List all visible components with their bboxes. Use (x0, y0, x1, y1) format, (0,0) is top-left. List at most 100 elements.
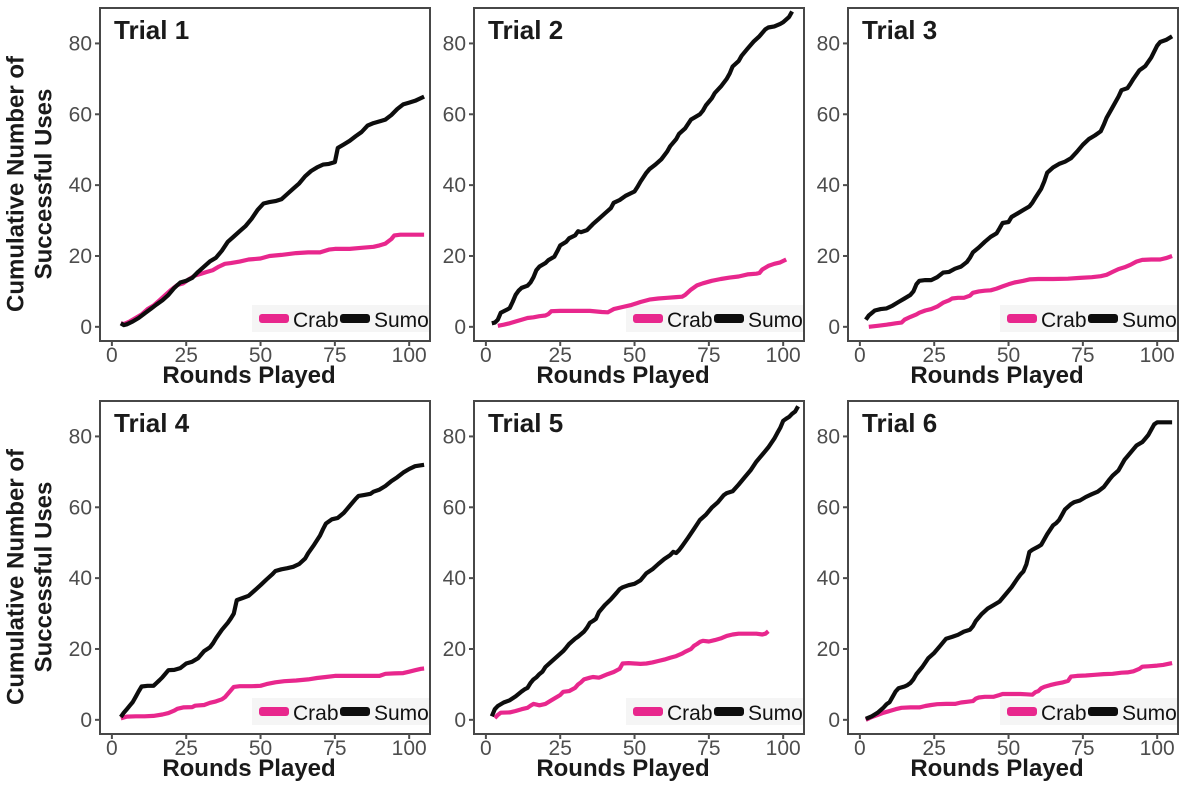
y-tick-label: 60 (817, 103, 840, 126)
x-axis-label: Rounds Played (162, 755, 336, 782)
sumo-line (489, 405, 800, 718)
legend-label-crab: Crab (1041, 309, 1087, 332)
chart-trial-5: 0 25 50 75 100 0 20 40 60 80 Crab Sumo Trial 5 (443, 400, 805, 758)
crab-line (493, 629, 770, 720)
y-tick-label: 0 (454, 709, 466, 732)
panel-border (473, 7, 805, 342)
y-tick-label: 20 (69, 245, 92, 268)
x-tick-label: 50 (997, 737, 1020, 758)
chart-cell-trial-5: 0 25 50 75 100 0 20 40 60 80 Crab Sumo Trial 5 Round… (436, 395, 810, 782)
y-tick-label: 60 (69, 496, 92, 519)
legend-swatch-sumo (1088, 314, 1118, 323)
x-tick-label: 0 (854, 737, 866, 758)
chart-row-2: Cumulative Number of Successful Uses 0 25… (0, 395, 1200, 788)
y-tick-label: 40 (443, 174, 466, 197)
sumo-line (491, 10, 794, 326)
chart-cell-trial-4: 0 25 50 75 100 0 20 40 60 80 Crab Sumo Trial 4 Round… (62, 395, 436, 782)
y-tick-label: 0 (454, 316, 466, 339)
legend-swatch-crab (1007, 707, 1037, 716)
panel-border (99, 7, 431, 342)
legend-label-sumo: Sumo (1122, 702, 1177, 725)
legend-label-sumo: Sumo (1122, 309, 1177, 332)
y-tick-label: 80 (817, 425, 840, 448)
panel-border (847, 400, 1179, 735)
y-axis-label-row-1: Cumulative Number of Successful Uses (0, 2, 62, 365)
x-tick-label: 100 (392, 737, 427, 758)
chart-trial-2: 0 25 50 75 100 0 20 40 60 80 Crab Sumo Trial 2 (443, 7, 805, 365)
x-tick-label: 75 (323, 737, 346, 758)
legend-label-crab: Crab (293, 309, 339, 332)
y-tick-label: 0 (80, 316, 92, 339)
x-tick-label: 75 (697, 344, 720, 365)
y-axis-label-line-2: Successful Uses (31, 88, 58, 279)
y-tick-label: 80 (443, 425, 466, 448)
x-tick-label: 75 (1071, 344, 1094, 365)
x-tick-label: 50 (249, 344, 272, 365)
legend-swatch-crab (259, 314, 289, 323)
x-tick-label: 50 (623, 737, 646, 758)
panel-border (473, 400, 805, 735)
x-tick-label: 0 (480, 737, 492, 758)
chart-cell-trial-3: 0 25 50 75 100 0 20 40 60 80 Crab Sumo Trial 3 Round… (810, 2, 1184, 389)
x-tick-label: 100 (1140, 344, 1175, 365)
y-tick-label: 60 (443, 103, 466, 126)
x-tick-label: 50 (249, 737, 272, 758)
panel-border (847, 7, 1179, 342)
legend-swatch-sumo (714, 707, 744, 716)
legend-label-crab: Crab (293, 702, 339, 725)
x-axis-label: Rounds Played (910, 362, 1084, 389)
x-tick-label: 50 (623, 344, 646, 365)
chart-title: Trial 5 (488, 408, 563, 438)
chart-trial-6: 0 25 50 75 100 0 20 40 60 80 Crab Sumo Trial 6 (817, 400, 1179, 758)
crab-line (864, 661, 1173, 722)
y-tick-label: 20 (69, 638, 92, 661)
x-tick-label: 25 (549, 737, 572, 758)
chart-title: Trial 4 (114, 408, 190, 438)
chart-title: Trial 3 (862, 15, 937, 45)
chart-title: Trial 2 (488, 15, 563, 45)
x-tick-label: 25 (175, 344, 198, 365)
chart-title: Trial 6 (862, 408, 937, 438)
x-tick-label: 0 (854, 344, 866, 365)
y-tick-label: 0 (828, 709, 840, 732)
x-axis-label: Rounds Played (162, 362, 336, 389)
y-axis-label-line-1: Cumulative Number of (2, 448, 30, 705)
x-tick-label: 25 (549, 344, 572, 365)
y-axis-label-line-2: Successful Uses (31, 481, 58, 672)
chart-cell-trial-6: 0 25 50 75 100 0 20 40 60 80 Crab Sumo Trial 6 Round… (810, 395, 1184, 782)
x-tick-label: 75 (1071, 737, 1094, 758)
x-tick-label: 25 (175, 737, 198, 758)
x-tick-label: 0 (106, 737, 118, 758)
chart-trial-3: 0 25 50 75 100 0 20 40 60 80 Crab Sumo Trial 3 (817, 7, 1179, 365)
y-tick-label: 20 (817, 245, 840, 268)
x-axis-label: Rounds Played (910, 755, 1084, 782)
legend-label-sumo: Sumo (374, 309, 429, 332)
sumo-line (864, 34, 1174, 321)
x-tick-label: 0 (106, 344, 118, 365)
legend-label-sumo: Sumo (748, 702, 803, 725)
y-tick-label: 60 (817, 496, 840, 519)
legend-label-sumo: Sumo (374, 702, 429, 725)
y-tick-label: 0 (828, 316, 840, 339)
x-tick-label: 100 (766, 344, 801, 365)
crab-line (497, 257, 788, 328)
legend-swatch-sumo (1088, 707, 1118, 716)
y-tick-label: 0 (80, 709, 92, 732)
legend-swatch-sumo (714, 314, 744, 323)
y-axis-label-row-2: Cumulative Number of Successful Uses (0, 395, 62, 758)
x-tick-label: 75 (697, 737, 720, 758)
legend-label-sumo: Sumo (748, 309, 803, 332)
crab-line (868, 254, 1173, 329)
chart-trial-1: 0 25 50 75 100 0 20 40 60 80 Crab Sumo Trial 1 (69, 7, 431, 365)
y-tick-label: 80 (443, 32, 466, 55)
y-tick-label: 60 (69, 103, 92, 126)
y-tick-label: 40 (817, 174, 840, 197)
legend-swatch-crab (633, 314, 663, 323)
sumo-line (119, 462, 425, 719)
y-axis-label-line-1: Cumulative Number of (2, 55, 30, 312)
y-tick-label: 40 (69, 567, 92, 590)
x-tick-label: 25 (923, 737, 946, 758)
chart-title: Trial 1 (114, 15, 189, 45)
crab-line (120, 666, 425, 721)
sumo-line (119, 94, 425, 328)
